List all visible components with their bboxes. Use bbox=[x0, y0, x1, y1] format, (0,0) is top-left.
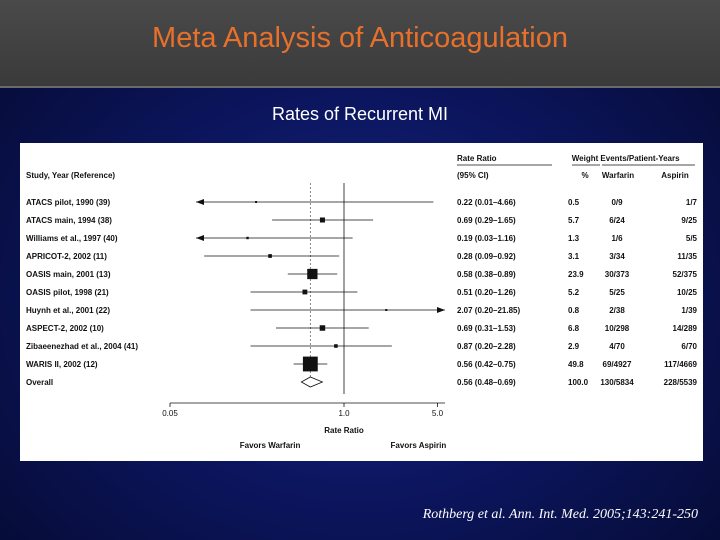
study-5-name: OASIS main, 2001 (13) bbox=[26, 270, 111, 279]
citation: Rothberg et al. Ann. Int. Med. 2005;143:… bbox=[422, 507, 698, 522]
header-study: Study, Year (Reference) bbox=[26, 171, 115, 180]
study-8-warfarin-events: 10/298 bbox=[605, 324, 630, 333]
x-tick-label-2: 5.0 bbox=[432, 409, 444, 418]
study-4-weight: 3.1 bbox=[568, 252, 580, 261]
study-2-rr-text: 0.69 (0.29–1.65) bbox=[457, 216, 516, 225]
study-8-rr-text: 0.69 (0.31–1.53) bbox=[457, 324, 516, 333]
study-8-aspirin-events: 14/289 bbox=[673, 324, 698, 333]
study-6-aspirin-events: 10/25 bbox=[677, 288, 698, 297]
study-1-warfarin-events: 0/9 bbox=[611, 198, 623, 207]
study-4-name: APRICOT-2, 2002 (11) bbox=[26, 252, 107, 261]
overall-warfarin-events: 130/5834 bbox=[600, 378, 634, 387]
study-8-name: ASPECT-2, 2002 (10) bbox=[26, 324, 104, 333]
study-5-weight: 23.9 bbox=[568, 270, 584, 279]
slide-title: Meta Analysis of Anticoagulation bbox=[152, 22, 568, 54]
study-2-weight: 5.7 bbox=[568, 216, 580, 225]
study-1-name: ATACS pilot, 1990 (39) bbox=[26, 198, 111, 207]
study-6-warfarin-events: 5/25 bbox=[609, 288, 625, 297]
study-8-point bbox=[319, 325, 326, 331]
chart-subtitle: Rates of Recurrent MI bbox=[271, 104, 449, 124]
study-4-warfarin-events: 3/34 bbox=[609, 252, 625, 261]
study-1-weight: 0.5 bbox=[568, 198, 580, 207]
study-7-weight: 0.8 bbox=[568, 306, 580, 315]
overall-aspirin-events: 228/5539 bbox=[664, 378, 698, 387]
study-7-warfarin-events: 2/38 bbox=[609, 306, 625, 315]
header-rate-ratio: Rate Ratio bbox=[457, 154, 497, 163]
study-10-point bbox=[302, 356, 318, 372]
forest-plot: Rate Ratio (95% CI) Weight% Events/Patient-… bbox=[26, 154, 698, 450]
study-9-name: Zibaeenezhad et al., 2004 (41) bbox=[26, 342, 138, 351]
study-2-name: ATACS main, 1994 (38) bbox=[26, 216, 112, 225]
header-events: Events/Patient-Years bbox=[600, 154, 680, 163]
study-2-warfarin-events: 6/24 bbox=[609, 216, 625, 225]
study-3-aspirin-events: 5/5 bbox=[686, 234, 698, 243]
study-4-aspirin-events: 11/35 bbox=[677, 252, 697, 261]
study-6-name: OASIS pilot, 1998 (21) bbox=[26, 288, 109, 297]
favors-warfarin-label: Favors Warfarin bbox=[240, 441, 301, 450]
study-1-ci-arrow-left bbox=[196, 199, 204, 205]
overall-weight: 100.0 bbox=[568, 378, 589, 387]
forest-plot-panel: Rate Ratio (95% CI) Weight% Events/Patient-… bbox=[20, 143, 703, 461]
header-ci: (95% CI) bbox=[457, 171, 489, 180]
study-7-aspirin-events: 1/39 bbox=[681, 306, 697, 315]
study-2-point bbox=[319, 217, 325, 223]
study-9-weight: 2.9 bbox=[568, 342, 580, 351]
study-3-name: Williams et al., 1997 (40) bbox=[26, 234, 118, 243]
study-9-rr-text: 0.87 (0.20–2.28) bbox=[457, 342, 516, 351]
study-10-aspirin-events: 117/4669 bbox=[664, 360, 697, 369]
study-2-aspirin-events: 9/25 bbox=[681, 216, 697, 225]
study-7-name: Huynh et al., 2001 (22) bbox=[26, 306, 110, 315]
study-4-point bbox=[268, 254, 272, 258]
header-weight: Weight bbox=[572, 154, 599, 163]
study-5-point bbox=[307, 268, 318, 280]
study-9-warfarin-events: 4/70 bbox=[609, 342, 625, 351]
study-10-weight: 49.8 bbox=[568, 360, 584, 369]
study-1-aspirin-events: 1/7 bbox=[686, 198, 698, 207]
study-6-weight: 5.2 bbox=[568, 288, 580, 297]
study-5-warfarin-events: 30/373 bbox=[605, 270, 630, 279]
header-warfarin: Warfarin bbox=[602, 171, 634, 180]
study-5-aspirin-events: 52/375 bbox=[673, 270, 698, 279]
study-3-ci-arrow-left bbox=[196, 235, 204, 241]
study-9-point bbox=[334, 344, 338, 348]
x-axis-label: Rate Ratio bbox=[324, 426, 364, 435]
study-9-aspirin-events: 6/70 bbox=[681, 342, 697, 351]
study-7-rr-text: 2.07 (0.20–21.85) bbox=[457, 306, 520, 315]
overall-rr-text: 0.56 (0.48–0.69) bbox=[457, 378, 516, 387]
study-7-ci-arrow-right bbox=[437, 307, 445, 313]
study-4-rr-text: 0.28 (0.09–0.92) bbox=[457, 252, 516, 261]
study-3-warfarin-events: 1/6 bbox=[611, 234, 623, 243]
x-tick-label-1: 1.0 bbox=[338, 409, 350, 418]
study-1-rr-text: 0.22 (0.01–4.66) bbox=[457, 198, 516, 207]
x-tick-label-0: 0.05 bbox=[162, 409, 178, 418]
study-8-weight: 6.8 bbox=[568, 324, 580, 333]
study-6-point bbox=[302, 289, 308, 295]
header-weight-unit: % bbox=[581, 171, 588, 180]
title-bar: Meta Analysis of Anticoagulation bbox=[0, 0, 720, 88]
study-3-weight: 1.3 bbox=[568, 234, 580, 243]
study-3-rr-text: 0.19 (0.03–1.16) bbox=[457, 234, 516, 243]
study-6-rr-text: 0.51 (0.20–1.26) bbox=[457, 288, 516, 297]
study-1-point bbox=[255, 201, 258, 203]
study-3-point bbox=[246, 236, 249, 240]
overall-name: Overall bbox=[26, 378, 53, 387]
favors-aspirin-label: Favors Aspirin bbox=[391, 441, 447, 450]
study-10-warfarin-events: 69/4927 bbox=[603, 360, 632, 369]
study-10-rr-text: 0.56 (0.42–0.75) bbox=[457, 360, 516, 369]
header-aspirin: Aspirin bbox=[661, 171, 689, 180]
study-10-name: WARIS II, 2002 (12) bbox=[26, 360, 98, 369]
overall-diamond bbox=[300, 376, 324, 388]
study-7-point bbox=[385, 309, 388, 311]
study-5-rr-text: 0.58 (0.38–0.89) bbox=[457, 270, 516, 279]
